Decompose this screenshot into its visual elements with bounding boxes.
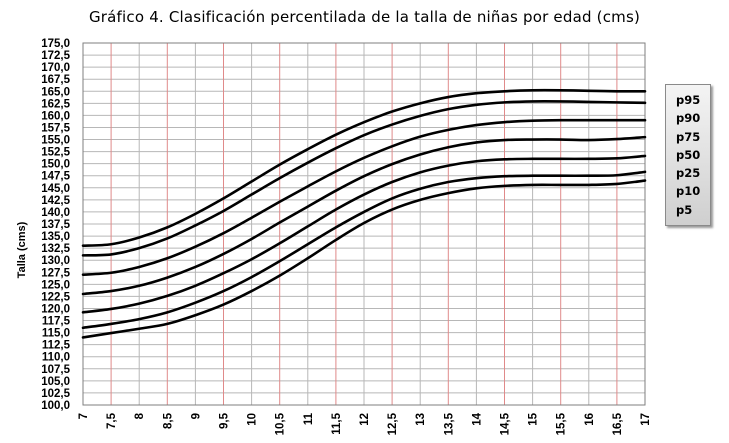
x-tick-label: 14,5 (500, 412, 512, 435)
x-tick-label: 9,5 (219, 412, 231, 429)
x-tick-label: 13 (415, 413, 427, 426)
legend-entry-p25: p25 (676, 166, 701, 181)
y-tick-label: 107,5 (41, 364, 70, 376)
y-tick-label: 100,0 (41, 400, 70, 412)
y-tick-label: 112,5 (42, 340, 71, 352)
y-tick-label: 135,0 (41, 231, 70, 243)
x-tick-label: 17 (640, 413, 652, 426)
y-tick-label: 172,5 (41, 50, 70, 62)
y-tick-label: 130,0 (41, 255, 70, 267)
y-tick-label: 160,0 (41, 110, 70, 122)
legend-entry-p95: p95 (676, 93, 701, 107)
legend: p95 p90 p75 p50 p25 p10 p5 (665, 84, 711, 226)
series-line-p25 (81, 154, 647, 314)
x-tick-labels: 7 7,5 8 8,5 9 9,5 10 10,5 11 11,5 12 12,5 13 13,5 14 14… (78, 412, 652, 435)
x-tick-label: 11 (303, 412, 315, 425)
y-tick-label: 162,5 (41, 98, 70, 110)
y-tick-label: 120,0 (41, 303, 70, 315)
y-tick-label: 105,0 (41, 376, 70, 388)
axes-layer (82, 42, 646, 406)
x-tick-label: 9 (190, 413, 202, 419)
y-tick-label: 117,5 (42, 316, 71, 328)
legend-entry-p50: p50 (676, 147, 701, 162)
x-tick-label: 12 (359, 413, 371, 426)
y-tick-label: 170,0 (41, 62, 70, 74)
y-tick-label: 137,5 (41, 219, 70, 231)
x-tick-label: 7 (78, 413, 90, 419)
y-tick-label: 167,5 (41, 74, 70, 86)
x-tick-label: 7,5 (106, 412, 118, 429)
chart-title: Gráfico 4. Clasificación percentilada de… (88, 8, 641, 26)
x-tick-label: 12,5 (387, 412, 399, 435)
series-line-p5 (81, 179, 647, 339)
y-tick-label: 122,5 (41, 291, 70, 303)
y-tick-label: 147,5 (41, 171, 70, 183)
x-tick-label: 8 (134, 412, 146, 419)
x-tick-label: 13,5 (443, 412, 455, 435)
series-layer (81, 88, 647, 339)
series-line-p10 (81, 170, 647, 330)
x-tick-label: 11,5 (331, 412, 343, 434)
y-tick-label: 127,5 (41, 267, 70, 279)
legend-entry-p90: p90 (676, 111, 701, 126)
x-tick-label: 8,5 (162, 412, 174, 429)
series-line-p90 (81, 100, 647, 257)
series-line-p75 (81, 118, 647, 276)
y-tick-label: 145,0 (41, 183, 70, 195)
y-tick-label: 175,0 (41, 38, 70, 50)
y-tick-label: 110,0 (42, 352, 70, 364)
y-tick-label: 150,0 (41, 159, 70, 171)
y-tick-label: 142,5 (41, 195, 70, 207)
x-tick-label: 15,5 (556, 412, 568, 435)
legend-entry-p5: p5 (676, 202, 693, 217)
x-tick-label: 15 (528, 412, 540, 425)
y-tick-label: 152,5 (41, 147, 70, 159)
series-line-p50 (81, 135, 647, 296)
x-tick-label: 16 (584, 413, 596, 426)
plot-area-border (82, 42, 646, 406)
y-tick-labels: 100,0102,5105,0107,5110,0112,5115,0117,5… (41, 38, 70, 412)
y-tick-label: 140,0 (41, 207, 70, 219)
x-tick-label: 16,5 (612, 412, 624, 435)
y-tick-label: 165,0 (41, 86, 70, 98)
legend-entry-p75: p75 (676, 129, 701, 144)
series-line-p95 (81, 88, 647, 248)
x-tick-label: 10 (247, 413, 259, 426)
x-tick-label: 14 (471, 412, 483, 425)
y-tick-label: 125,0 (41, 279, 70, 291)
y-tick-label: 115,0 (42, 328, 70, 340)
y-tick-label: 155,0 (41, 135, 70, 147)
y-tick-label: 157,5 (41, 122, 70, 134)
y-tick-label: 102,5 (41, 388, 70, 400)
legend-entry-p10: p10 (676, 184, 701, 199)
y-axis-label: Talla (cms) (16, 221, 28, 278)
x-tick-label: 10,5 (275, 412, 287, 435)
y-tick-label: 132,5 (41, 243, 70, 255)
